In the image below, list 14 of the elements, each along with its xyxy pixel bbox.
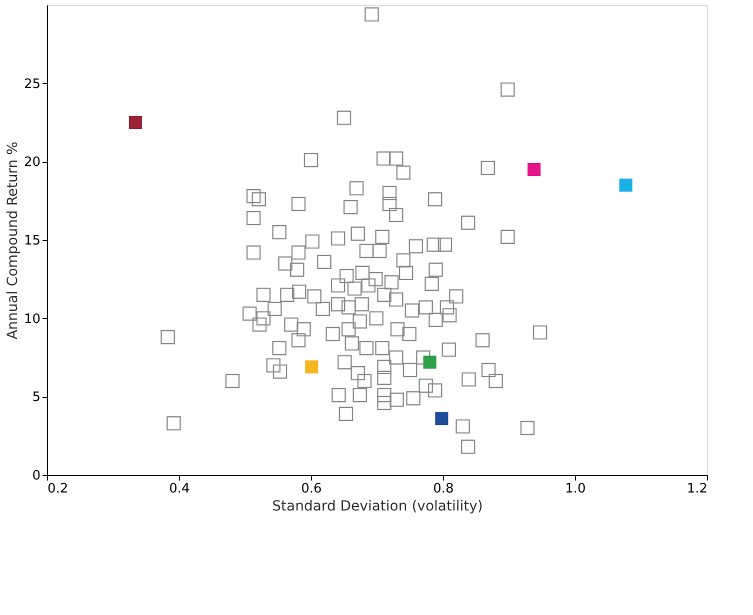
y-tick-label: 10 — [24, 312, 40, 327]
x-tick-label: 0.2 — [48, 482, 68, 496]
x-tick-label: 0.6 — [301, 482, 322, 496]
y-tick-label: 20 — [24, 155, 40, 170]
x-tick-label: 0.8 — [433, 482, 454, 496]
x-tick-label: 1.2 — [686, 482, 708, 496]
x-axis-title: Standard Deviation (volatility) — [272, 498, 483, 514]
x-tick-label: 0.4 — [169, 482, 190, 496]
y-tick-label: 5 — [32, 390, 40, 406]
x-tick-label: 1.0 — [565, 482, 586, 496]
y-tick-label: 0 — [32, 468, 40, 484]
y-tick-label: 25 — [24, 76, 40, 92]
y-axis-title: Annual Compound Return % — [4, 142, 21, 340]
y-tick-label: 15 — [24, 234, 40, 248]
